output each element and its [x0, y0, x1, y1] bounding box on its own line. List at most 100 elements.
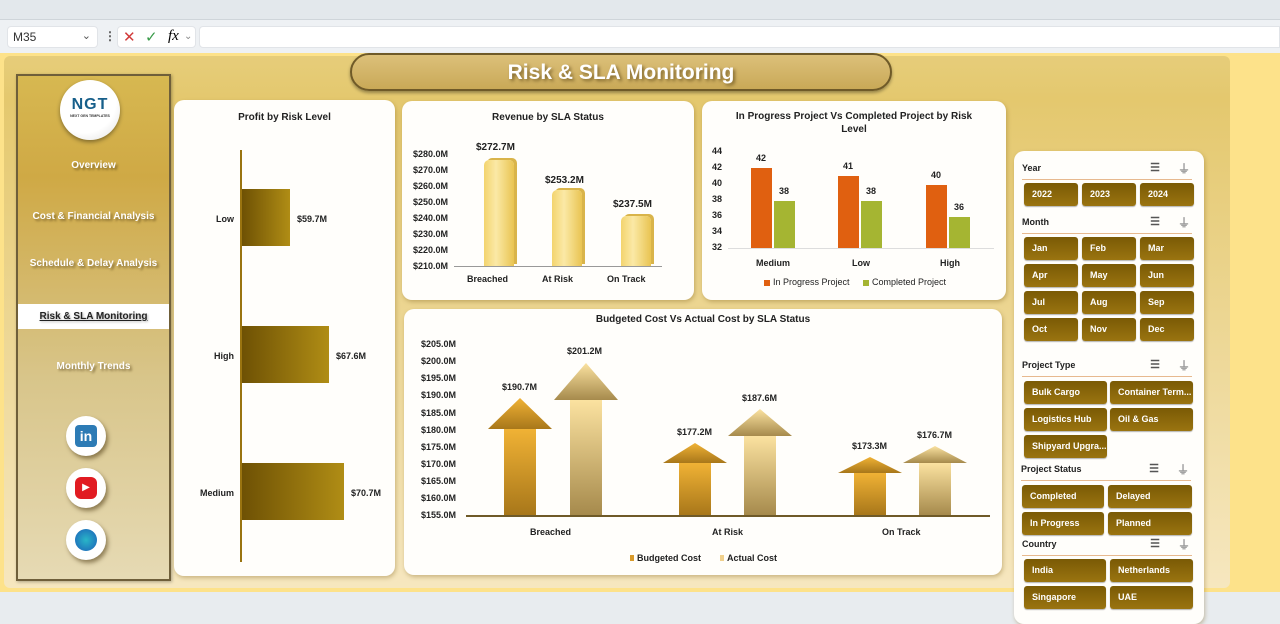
data-label: 38 — [866, 186, 877, 196]
slicer-type-oil-gas[interactable]: Oil & Gas — [1110, 408, 1193, 431]
category-label: Medium — [756, 258, 791, 268]
slicer-month-feb[interactable]: Feb — [1082, 237, 1136, 260]
y-tick: $220.0M — [412, 245, 448, 255]
legend-label: Completed Project — [872, 277, 947, 287]
data-label: $176.7M — [917, 430, 953, 440]
slicer-type-logistics-hub[interactable]: Logistics Hub — [1024, 408, 1107, 431]
y-tick: $200.0M — [420, 356, 456, 366]
formula-input[interactable] — [199, 26, 1280, 48]
bar-in-progress-high — [926, 185, 947, 248]
clear-filter-icon[interactable]: ⏚ — [1177, 162, 1190, 176]
bar-in-progress-low — [838, 176, 859, 248]
legend-swatch-budgeted — [630, 555, 634, 561]
y-tick: $280.0M — [412, 149, 448, 159]
slicer-type-container-terminal[interactable]: Container Term... — [1110, 381, 1193, 404]
chevron-down-icon[interactable]: ⌄ — [184, 31, 193, 42]
slicer-year-2024[interactable]: 2024 — [1140, 183, 1194, 206]
slicer-type-shipyard-upgrade[interactable]: Shipyard Upgra... — [1024, 435, 1107, 458]
sidebar-item-cost-financial[interactable]: Cost & Financial Analysis — [32, 211, 155, 222]
slicer-year-2023[interactable]: 2023 — [1082, 183, 1136, 206]
sidebar-item-monthly-trends[interactable]: Monthly Trends — [56, 361, 131, 372]
formula-bar: M35 ⌄ ⋮ ✕ ✓ fx ⌄ — [0, 20, 1280, 53]
slicer-month-dec[interactable]: Dec — [1140, 318, 1194, 341]
slicer-type-bulk-cargo[interactable]: Bulk Cargo — [1024, 381, 1107, 404]
category-label: Low — [852, 258, 870, 268]
bar-completed-medium — [774, 201, 795, 248]
y-axis — [240, 150, 242, 562]
linkedin-button[interactable]: in — [66, 416, 106, 456]
category-label: High — [214, 351, 234, 361]
sidebar: NGT NEXT GEN TEMPLATES Overview Cost & F… — [16, 74, 171, 581]
bar-breached — [484, 160, 514, 266]
data-label: $177.2M — [677, 427, 713, 437]
slicer-month-mar[interactable]: Mar — [1140, 237, 1194, 260]
name-box[interactable]: M35 ⌄ — [7, 26, 98, 48]
logo-subtext: NEXT GEN TEMPLATES — [70, 114, 110, 118]
chart-title: Budgeted Cost Vs Actual Cost by SLA Stat… — [595, 314, 811, 325]
data-label: $67.6M — [336, 351, 367, 361]
slicer-status-delayed[interactable]: Delayed — [1108, 485, 1192, 508]
slicer-month-apr[interactable]: Apr — [1024, 264, 1078, 287]
category-label: Breached — [467, 274, 509, 284]
sidebar-item-overview[interactable]: Overview — [71, 160, 116, 171]
slicer-status-planned[interactable]: Planned — [1108, 512, 1192, 535]
slicer-country-header: Country ☰ ⏚ — [1022, 538, 1192, 556]
bar-on-track — [621, 216, 651, 266]
slicer-month-jul[interactable]: Jul — [1024, 291, 1078, 314]
multi-select-icon[interactable]: ☰ — [1149, 463, 1159, 475]
multi-select-icon[interactable]: ☰ — [1150, 216, 1160, 228]
chevron-down-icon[interactable]: ⌄ — [81, 30, 91, 42]
bar-high — [242, 326, 329, 383]
website-button[interactable] — [66, 520, 106, 560]
legend-label: Actual Cost — [727, 553, 778, 563]
clear-filter-icon[interactable]: ⏚ — [1176, 463, 1189, 477]
y-tick: 42 — [711, 162, 722, 172]
category-label: Medium — [200, 488, 235, 498]
slicer-status-completed[interactable]: Completed — [1022, 485, 1104, 508]
multi-select-icon[interactable]: ☰ — [1150, 359, 1160, 371]
slicer-month-sep[interactable]: Sep — [1140, 291, 1194, 314]
slicer-month-aug[interactable]: Aug — [1082, 291, 1136, 314]
slicer-month-header: Month ☰ ⏚ — [1022, 216, 1192, 234]
slicer-month-oct[interactable]: Oct — [1024, 318, 1078, 341]
slicer-month-nov[interactable]: Nov — [1082, 318, 1136, 341]
bar-at-risk — [552, 190, 582, 266]
chart-title: Revenue by SLA Status — [492, 112, 604, 123]
category-label: Breached — [530, 527, 572, 537]
more-options-icon[interactable]: ⋮ — [104, 29, 116, 43]
multi-select-icon[interactable]: ☰ — [1150, 162, 1160, 174]
clear-filter-icon[interactable]: ⏚ — [1177, 359, 1190, 373]
slicer-country-uae[interactable]: UAE — [1110, 586, 1193, 609]
slicer-year-2022[interactable]: 2022 — [1024, 183, 1078, 206]
projects-by-risk-chart: In Progress Project Vs Completed Project… — [702, 101, 1006, 300]
enter-icon[interactable]: ✓ — [145, 29, 158, 46]
slicer-month-may[interactable]: May — [1082, 264, 1136, 287]
insert-function-icon[interactable]: fx — [168, 28, 179, 44]
chart-title-line2: Level — [841, 124, 867, 135]
clear-filter-icon[interactable]: ⏚ — [1177, 216, 1190, 230]
category-label: Low — [216, 214, 234, 224]
y-tick: $190.0M — [420, 390, 456, 400]
slicer-country-singapore[interactable]: Singapore — [1024, 586, 1106, 609]
slicer-month-jan[interactable]: Jan — [1024, 237, 1078, 260]
sidebar-item-risk-sla[interactable]: Risk & SLA Monitoring — [18, 304, 169, 329]
globe-icon — [75, 529, 97, 551]
multi-select-icon[interactable]: ☰ — [1150, 538, 1160, 550]
category-label: On Track — [882, 527, 921, 537]
slicer-month-jun[interactable]: Jun — [1140, 264, 1194, 287]
y-tick: $240.0M — [412, 213, 448, 223]
youtube-button[interactable]: ▶ — [66, 468, 106, 508]
clear-filter-icon[interactable]: ⏚ — [1177, 538, 1190, 552]
slicer-country-india[interactable]: India — [1024, 559, 1106, 582]
data-label: $187.6M — [742, 393, 778, 403]
cancel-icon[interactable]: ✕ — [123, 29, 136, 46]
revenue-by-sla-chart: Revenue by SLA Status $280.0M $270.0M $2… — [402, 101, 694, 300]
logo-text: NGT — [71, 96, 109, 113]
worksheet: Risk & SLA Monitoring NGT NEXT GEN TEMPL… — [0, 53, 1280, 624]
sidebar-item-schedule-delay[interactable]: Schedule & Delay Analysis — [29, 258, 158, 269]
data-label: $253.2M — [545, 175, 584, 186]
x-axis — [466, 515, 990, 517]
slicer-status-in-progress[interactable]: In Progress — [1022, 512, 1104, 535]
y-tick: $195.0M — [420, 373, 456, 383]
slicer-country-netherlands[interactable]: Netherlands — [1110, 559, 1193, 582]
